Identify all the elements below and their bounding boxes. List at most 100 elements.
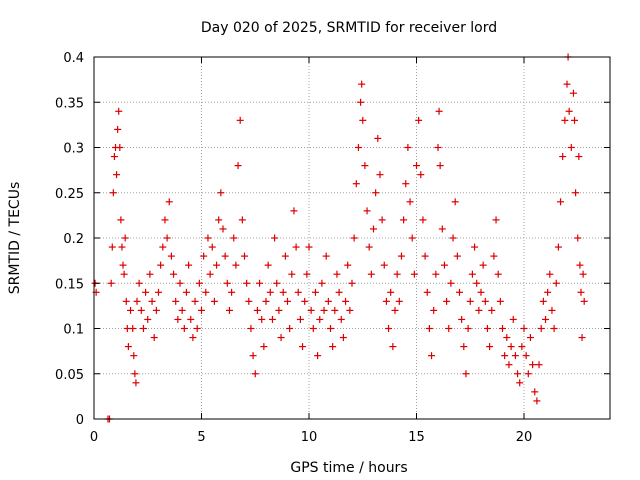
- data-point: [163, 234, 171, 242]
- data-point: [363, 207, 371, 215]
- chart-title: Day 020 of 2025, SRMTID for receiver lor…: [201, 20, 497, 36]
- data-point: [148, 297, 156, 305]
- data-point: [150, 334, 158, 342]
- data-point: [198, 306, 205, 314]
- data-point: [479, 261, 487, 269]
- data-point: [548, 306, 556, 314]
- data-point: [335, 288, 343, 296]
- x-tick-label: 10: [301, 430, 318, 445]
- data-point: [167, 252, 175, 260]
- data-point: [122, 297, 130, 305]
- data-point: [406, 198, 414, 206]
- data-point: [121, 234, 129, 242]
- data-point: [451, 198, 459, 206]
- data-point: [574, 234, 582, 242]
- data-point: [408, 234, 416, 242]
- data-point: [251, 370, 259, 378]
- data-point: [410, 270, 418, 278]
- data-point: [234, 162, 242, 170]
- data-point: [115, 107, 123, 115]
- y-tick-label: 0.3: [63, 142, 84, 157]
- data-point: [359, 116, 367, 124]
- data-point: [284, 297, 291, 305]
- data-point: [505, 361, 513, 369]
- data-point: [569, 89, 577, 97]
- data-point: [372, 189, 380, 197]
- data-point: [152, 306, 160, 314]
- data-point: [249, 352, 257, 360]
- y-tick-label: 0.1: [63, 323, 84, 338]
- y-axis-ticks: 0 0.05 0.1 0.15 0.2 0.25 0.3 0.35 0.4: [55, 51, 610, 428]
- data-point: [494, 270, 502, 278]
- data-point: [577, 288, 585, 296]
- data-point: [301, 297, 309, 305]
- data-point: [550, 325, 558, 332]
- data-point: [193, 325, 201, 332]
- data-point: [501, 352, 509, 360]
- data-point: [165, 198, 173, 206]
- data-point: [561, 116, 569, 124]
- data-point: [423, 288, 431, 296]
- data-point: [413, 162, 420, 170]
- data-point: [544, 288, 552, 296]
- data-point: [208, 243, 216, 251]
- data-point: [488, 306, 496, 314]
- data-point: [110, 153, 118, 161]
- data-point: [131, 370, 139, 378]
- data-point: [305, 243, 313, 251]
- data-point: [425, 325, 433, 332]
- data-point: [447, 279, 455, 287]
- data-point: [316, 315, 324, 323]
- data-point: [496, 297, 504, 305]
- data-point: [187, 315, 195, 323]
- data-point: [477, 288, 485, 296]
- data-point: [155, 288, 162, 296]
- data-point: [357, 98, 365, 106]
- data-point: [367, 270, 375, 278]
- data-point: [245, 297, 253, 305]
- data-point: [191, 297, 199, 305]
- data-point: [135, 279, 143, 287]
- data-point: [275, 306, 283, 314]
- data-point: [449, 234, 457, 242]
- data-point: [516, 379, 524, 387]
- x-tick-label: 5: [197, 430, 205, 445]
- data-point: [421, 252, 429, 260]
- data-point: [486, 343, 494, 351]
- data-point: [579, 270, 587, 278]
- data-point: [557, 198, 565, 206]
- data-point: [132, 379, 140, 387]
- data-point: [468, 270, 476, 278]
- data-point: [524, 370, 532, 378]
- data-point: [281, 252, 289, 260]
- y-tick-label: 0: [76, 413, 84, 428]
- data-point: [438, 225, 446, 233]
- data-point: [576, 261, 584, 269]
- data-point: [571, 116, 579, 124]
- data-point: [578, 334, 586, 342]
- data-point: [129, 325, 137, 332]
- data-point: [546, 270, 554, 278]
- data-point: [137, 306, 145, 314]
- data-point: [382, 297, 390, 305]
- data-point: [462, 370, 470, 378]
- data-point: [189, 334, 197, 342]
- data-point: [120, 270, 128, 278]
- data-point: [417, 171, 425, 179]
- data-point: [290, 207, 298, 215]
- data-point: [327, 325, 334, 332]
- data-point: [490, 252, 498, 260]
- data-point: [279, 288, 287, 296]
- data-point: [361, 162, 369, 170]
- data-point: [223, 279, 231, 287]
- data-point: [435, 107, 443, 115]
- data-point: [161, 216, 169, 224]
- x-axis-ticks: 0 5 10 15 20: [90, 57, 532, 445]
- data-point: [144, 315, 152, 323]
- data-point: [514, 370, 522, 378]
- data-point: [453, 252, 461, 260]
- data-point: [522, 352, 530, 360]
- data-point: [563, 80, 571, 88]
- data-point: [575, 153, 583, 161]
- data-point: [174, 315, 182, 323]
